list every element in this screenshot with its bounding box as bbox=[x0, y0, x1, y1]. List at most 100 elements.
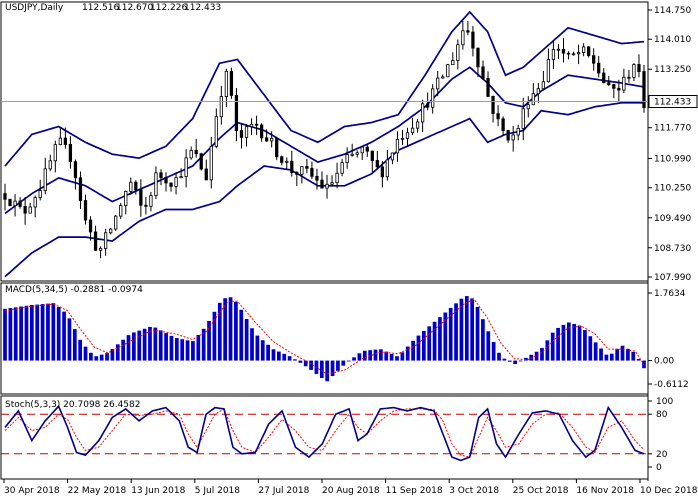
macd-bar bbox=[298, 360, 303, 363]
candle bbox=[446, 63, 450, 78]
macd-bar bbox=[330, 360, 335, 377]
candle bbox=[592, 48, 596, 71]
macd-bar bbox=[271, 349, 276, 361]
candle-body bbox=[566, 52, 571, 55]
macd-bar bbox=[309, 360, 313, 370]
candle-body bbox=[627, 76, 631, 79]
candle-body bbox=[265, 137, 269, 142]
macd-bar bbox=[346, 360, 351, 362]
candle-body bbox=[441, 76, 445, 79]
macd-bar bbox=[454, 303, 458, 361]
candle bbox=[511, 125, 515, 152]
candle bbox=[390, 152, 395, 165]
macd-bar bbox=[169, 335, 174, 361]
macd-bar bbox=[566, 322, 571, 361]
macd-panel bbox=[3, 296, 646, 382]
candle bbox=[174, 172, 178, 195]
stoch-tick-label: 0 bbox=[656, 463, 662, 473]
stoch-axis: 100 80 20 0 bbox=[648, 397, 673, 473]
macd-bar bbox=[561, 324, 566, 361]
macd-bar bbox=[282, 353, 287, 361]
candle bbox=[144, 196, 148, 215]
ohlc-close: 112.433 bbox=[184, 3, 221, 13]
candle-body bbox=[164, 177, 168, 184]
macd-bar bbox=[599, 348, 603, 361]
macd-bar bbox=[395, 356, 399, 361]
macd-bar bbox=[556, 327, 560, 361]
candle-body bbox=[546, 59, 551, 83]
candle-body bbox=[456, 44, 460, 61]
candle-body bbox=[581, 46, 586, 53]
bollinger-upper-band bbox=[4, 10, 645, 167]
candle-body bbox=[244, 126, 249, 138]
candle bbox=[280, 155, 284, 166]
macd-bar bbox=[180, 339, 185, 361]
candle bbox=[410, 117, 415, 136]
macd-bar bbox=[540, 348, 544, 361]
macd-bar bbox=[164, 333, 168, 361]
time-tick-label: 5 Jul 2018 bbox=[195, 486, 240, 496]
candle bbox=[370, 150, 374, 173]
candle-body bbox=[551, 49, 556, 60]
candle-body bbox=[144, 204, 148, 207]
stochastic-panel bbox=[1, 404, 648, 462]
candle bbox=[219, 85, 223, 125]
candle bbox=[119, 202, 123, 219]
stoch-tick-label: 20 bbox=[656, 450, 668, 460]
macd-bar bbox=[287, 356, 292, 361]
candle-body bbox=[380, 166, 384, 178]
time-tick-label: 11 Sep 2018 bbox=[386, 486, 443, 496]
macd-bar bbox=[513, 360, 517, 365]
candle bbox=[340, 158, 344, 177]
macd-bar bbox=[115, 344, 120, 361]
macd-bar bbox=[19, 306, 23, 361]
macd-bar bbox=[110, 348, 115, 361]
macd-bar bbox=[148, 326, 152, 361]
candle-body bbox=[637, 64, 641, 73]
macd-bar bbox=[325, 360, 330, 382]
macd-tick-label: 0.00 bbox=[654, 357, 674, 367]
candle bbox=[546, 48, 551, 83]
candle-body bbox=[355, 152, 359, 155]
candle bbox=[330, 175, 334, 187]
macd-bar bbox=[99, 354, 104, 361]
time-axis: 30 Apr 2018 22 May 2018 13 Jun 2018 5 Jul 2… bbox=[3, 479, 698, 496]
macd-bar bbox=[642, 360, 646, 369]
candle bbox=[184, 149, 188, 188]
macd-bar bbox=[228, 297, 233, 361]
macd-bar bbox=[153, 327, 158, 361]
macd-tick-label: 1.7634 bbox=[654, 289, 686, 299]
macd-bar bbox=[534, 351, 539, 361]
candle-body bbox=[78, 177, 83, 201]
candle bbox=[204, 159, 208, 181]
candle bbox=[38, 179, 42, 201]
candle-body bbox=[83, 200, 88, 221]
candle bbox=[109, 227, 113, 235]
candle-body bbox=[305, 166, 309, 169]
candle-body bbox=[491, 96, 495, 115]
candle bbox=[149, 191, 153, 212]
candle-body bbox=[632, 64, 636, 78]
candle-body bbox=[511, 134, 515, 141]
macd-bar bbox=[212, 311, 217, 361]
candle bbox=[194, 138, 198, 158]
candle-body bbox=[209, 145, 213, 181]
macd-bar bbox=[158, 330, 163, 361]
candle-body bbox=[436, 77, 440, 90]
macd-bar bbox=[411, 340, 415, 361]
candle bbox=[295, 171, 299, 187]
macd-bar bbox=[8, 308, 13, 361]
candle-body bbox=[431, 88, 435, 108]
candle-body bbox=[259, 124, 264, 139]
macd-bar bbox=[572, 324, 577, 361]
candle bbox=[275, 136, 279, 161]
candle-body bbox=[597, 62, 601, 74]
price-tick-label: 110.990 bbox=[654, 155, 691, 165]
candle bbox=[68, 136, 73, 169]
stoch-tick-label: 100 bbox=[656, 397, 673, 407]
candle-body bbox=[13, 200, 17, 207]
candle-body bbox=[335, 172, 339, 184]
macd-bar bbox=[132, 332, 136, 361]
macd-bar bbox=[46, 303, 50, 361]
candle bbox=[305, 158, 309, 174]
